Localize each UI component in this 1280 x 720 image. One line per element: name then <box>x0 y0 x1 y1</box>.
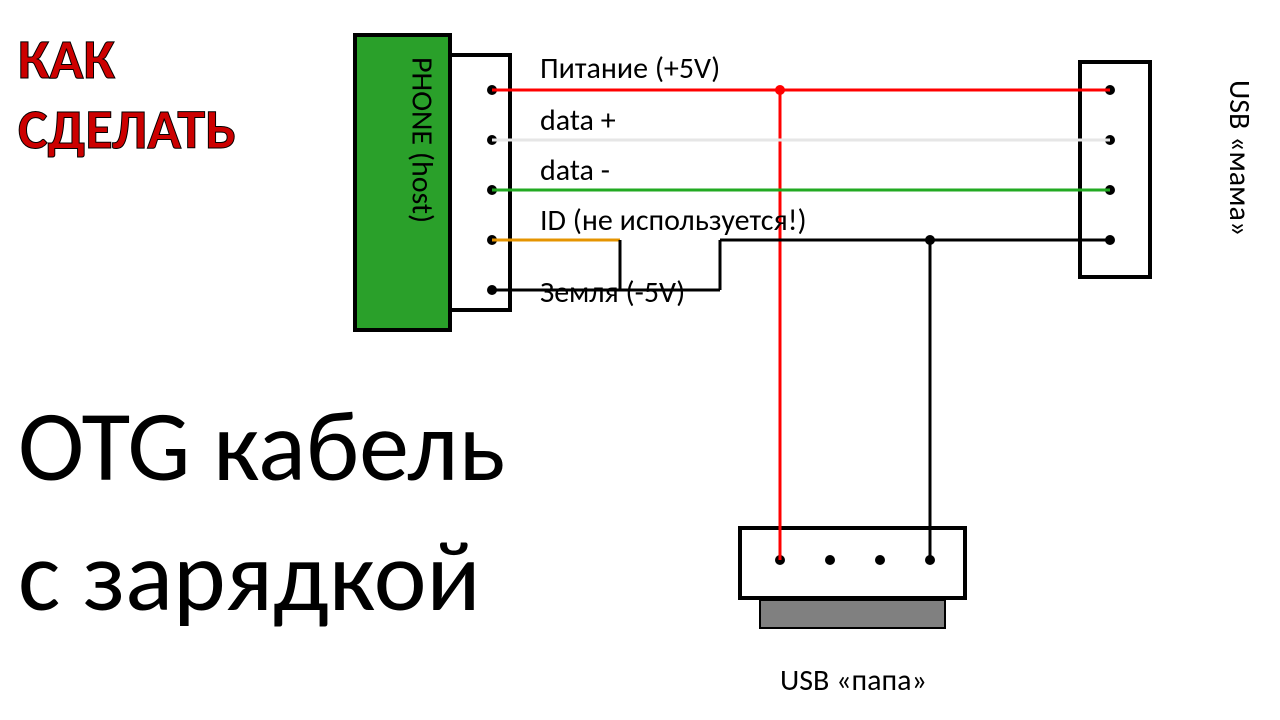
label-gnd: Земля (-5V) <box>540 274 685 311</box>
usbm-pin-3 <box>875 555 885 565</box>
node-power <box>775 85 785 95</box>
title-main2: с зарядкой <box>18 515 481 637</box>
phone-label: PHONE (host) <box>404 57 441 223</box>
usb-female-label: USB «мама» <box>1221 80 1258 236</box>
usb-female-connector <box>1080 62 1150 277</box>
title-how: КАК <box>18 26 115 94</box>
node-gnd <box>925 235 935 245</box>
label-data-plus: data + <box>540 102 616 139</box>
label-id: ID (не используется!) <box>540 202 807 239</box>
usb-male-label: USB «папа» <box>780 662 927 699</box>
label-power: Питание (+5V) <box>540 50 720 87</box>
label-data-minus: data - <box>540 152 610 189</box>
title-make: СДЕЛАТЬ <box>18 96 236 164</box>
usb-male-metal <box>760 600 945 628</box>
usbm-pin-2 <box>825 555 835 565</box>
micro-usb-connector <box>450 55 510 310</box>
title-main1: OTG кабель <box>18 385 505 507</box>
